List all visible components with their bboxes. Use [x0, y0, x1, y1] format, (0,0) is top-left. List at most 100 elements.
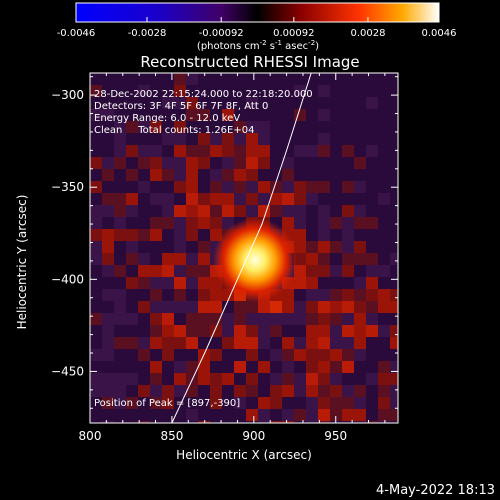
heatmap-cell — [378, 73, 390, 85]
heatmap-cell — [90, 373, 102, 385]
heatmap-cell — [126, 193, 138, 205]
heatmap-cell — [282, 85, 294, 97]
heatmap-cell — [246, 373, 258, 385]
heatmap-cell — [330, 301, 342, 313]
heatmap-cell — [330, 349, 342, 361]
heatmap-cell — [186, 397, 198, 409]
heatmap-cell — [198, 313, 210, 325]
heatmap-cell — [198, 241, 210, 253]
heatmap-cell — [138, 121, 150, 133]
heatmap-cell — [138, 253, 150, 265]
heatmap-cell — [270, 145, 282, 157]
x-tick-label: 800 — [79, 429, 102, 443]
heatmap-cell — [90, 253, 102, 265]
heatmap-cell — [102, 241, 114, 253]
heatmap-cell — [150, 193, 162, 205]
heatmap-cell — [306, 421, 318, 423]
heatmap-cell — [270, 325, 282, 337]
heatmap-cell — [90, 385, 102, 397]
heatmap-cell — [114, 193, 126, 205]
annotation-time-range: 28-Dec-2002 22:15:24.000 to 22:18:20.000 — [94, 89, 313, 100]
heatmap-cell — [138, 73, 150, 85]
heatmap-cell — [282, 205, 294, 217]
heatmap-cell — [198, 109, 210, 121]
heatmap-cell — [198, 85, 210, 97]
y-tick-label: −450 — [51, 364, 84, 378]
heatmap-cell — [174, 325, 186, 337]
heatmap-cell — [354, 361, 366, 373]
y-tick-label: −300 — [51, 88, 84, 102]
heatmap-cell — [366, 349, 378, 361]
heatmap-cell — [126, 241, 138, 253]
heatmap-cell — [294, 277, 306, 289]
heatmap-cell — [90, 361, 102, 373]
heatmap-cell — [390, 121, 398, 133]
heatmap-cell — [378, 109, 390, 121]
heatmap-cell — [246, 73, 258, 85]
heatmap-cell — [270, 397, 282, 409]
heatmap-cell — [90, 301, 102, 313]
heatmap-cell — [390, 217, 398, 229]
heatmap-cell — [378, 361, 390, 373]
heatmap-cell — [366, 205, 378, 217]
heatmap-cell — [258, 421, 270, 423]
heatmap-cell — [246, 361, 258, 373]
heatmap-cell — [150, 97, 162, 109]
heatmap-cell — [282, 337, 294, 349]
heatmap-cell — [270, 97, 282, 109]
heatmap-cell — [150, 265, 162, 277]
heatmap-cell — [318, 385, 330, 397]
heatmap-cell — [390, 109, 398, 121]
heatmap-cell — [234, 73, 246, 85]
heatmap-cell — [126, 85, 138, 97]
heatmap-cell — [126, 121, 138, 133]
heatmap-cell — [126, 349, 138, 361]
heatmap-cell — [354, 289, 366, 301]
heatmap-cell — [378, 409, 390, 421]
heatmap-cell — [102, 109, 114, 121]
heatmap-cell — [162, 373, 174, 385]
heatmap-cell — [162, 349, 174, 361]
heatmap-cell — [114, 97, 126, 109]
heatmap-cell — [162, 301, 174, 313]
heatmap-cell — [198, 385, 210, 397]
heatmap-cell — [294, 373, 306, 385]
heatmap-cell — [282, 133, 294, 145]
heatmap-cell — [330, 229, 342, 241]
heatmap-cell — [102, 229, 114, 241]
heatmap-cell — [150, 337, 162, 349]
heatmap-cell — [126, 277, 138, 289]
heatmap-cell — [162, 397, 174, 409]
heatmap-cell — [234, 157, 246, 169]
heatmap-cell — [306, 193, 318, 205]
heatmap-cell — [186, 169, 198, 181]
heatmap-cell — [186, 145, 198, 157]
heatmap-cell — [174, 145, 186, 157]
heatmap-cell — [318, 277, 330, 289]
heatmap-cell — [282, 97, 294, 109]
heatmap-cell — [354, 385, 366, 397]
heatmap-cell — [258, 373, 270, 385]
heatmap-cell — [186, 157, 198, 169]
heatmap-cell — [90, 157, 102, 169]
heatmap-cell — [342, 85, 354, 97]
heatmap-cell — [114, 313, 126, 325]
heatmap-cell — [258, 409, 270, 421]
heatmap-cell — [90, 421, 102, 423]
heatmap-cell — [198, 193, 210, 205]
heatmap-cell — [138, 385, 150, 397]
heatmap-cell — [306, 265, 318, 277]
heatmap-cell — [186, 385, 198, 397]
heatmap-cell — [210, 205, 222, 217]
heatmap-cell — [390, 325, 398, 337]
heatmap-cell — [366, 181, 378, 193]
heatmap-cell — [378, 145, 390, 157]
heatmap-cell — [354, 301, 366, 313]
heatmap-cell — [270, 373, 282, 385]
heatmap-cell — [390, 193, 398, 205]
heatmap-cell — [390, 97, 398, 109]
heatmap-cell — [90, 397, 102, 409]
heatmap-cell — [186, 133, 198, 145]
colorbar-tick-label: -0.0028 — [128, 28, 167, 39]
heatmap-cell — [150, 85, 162, 97]
